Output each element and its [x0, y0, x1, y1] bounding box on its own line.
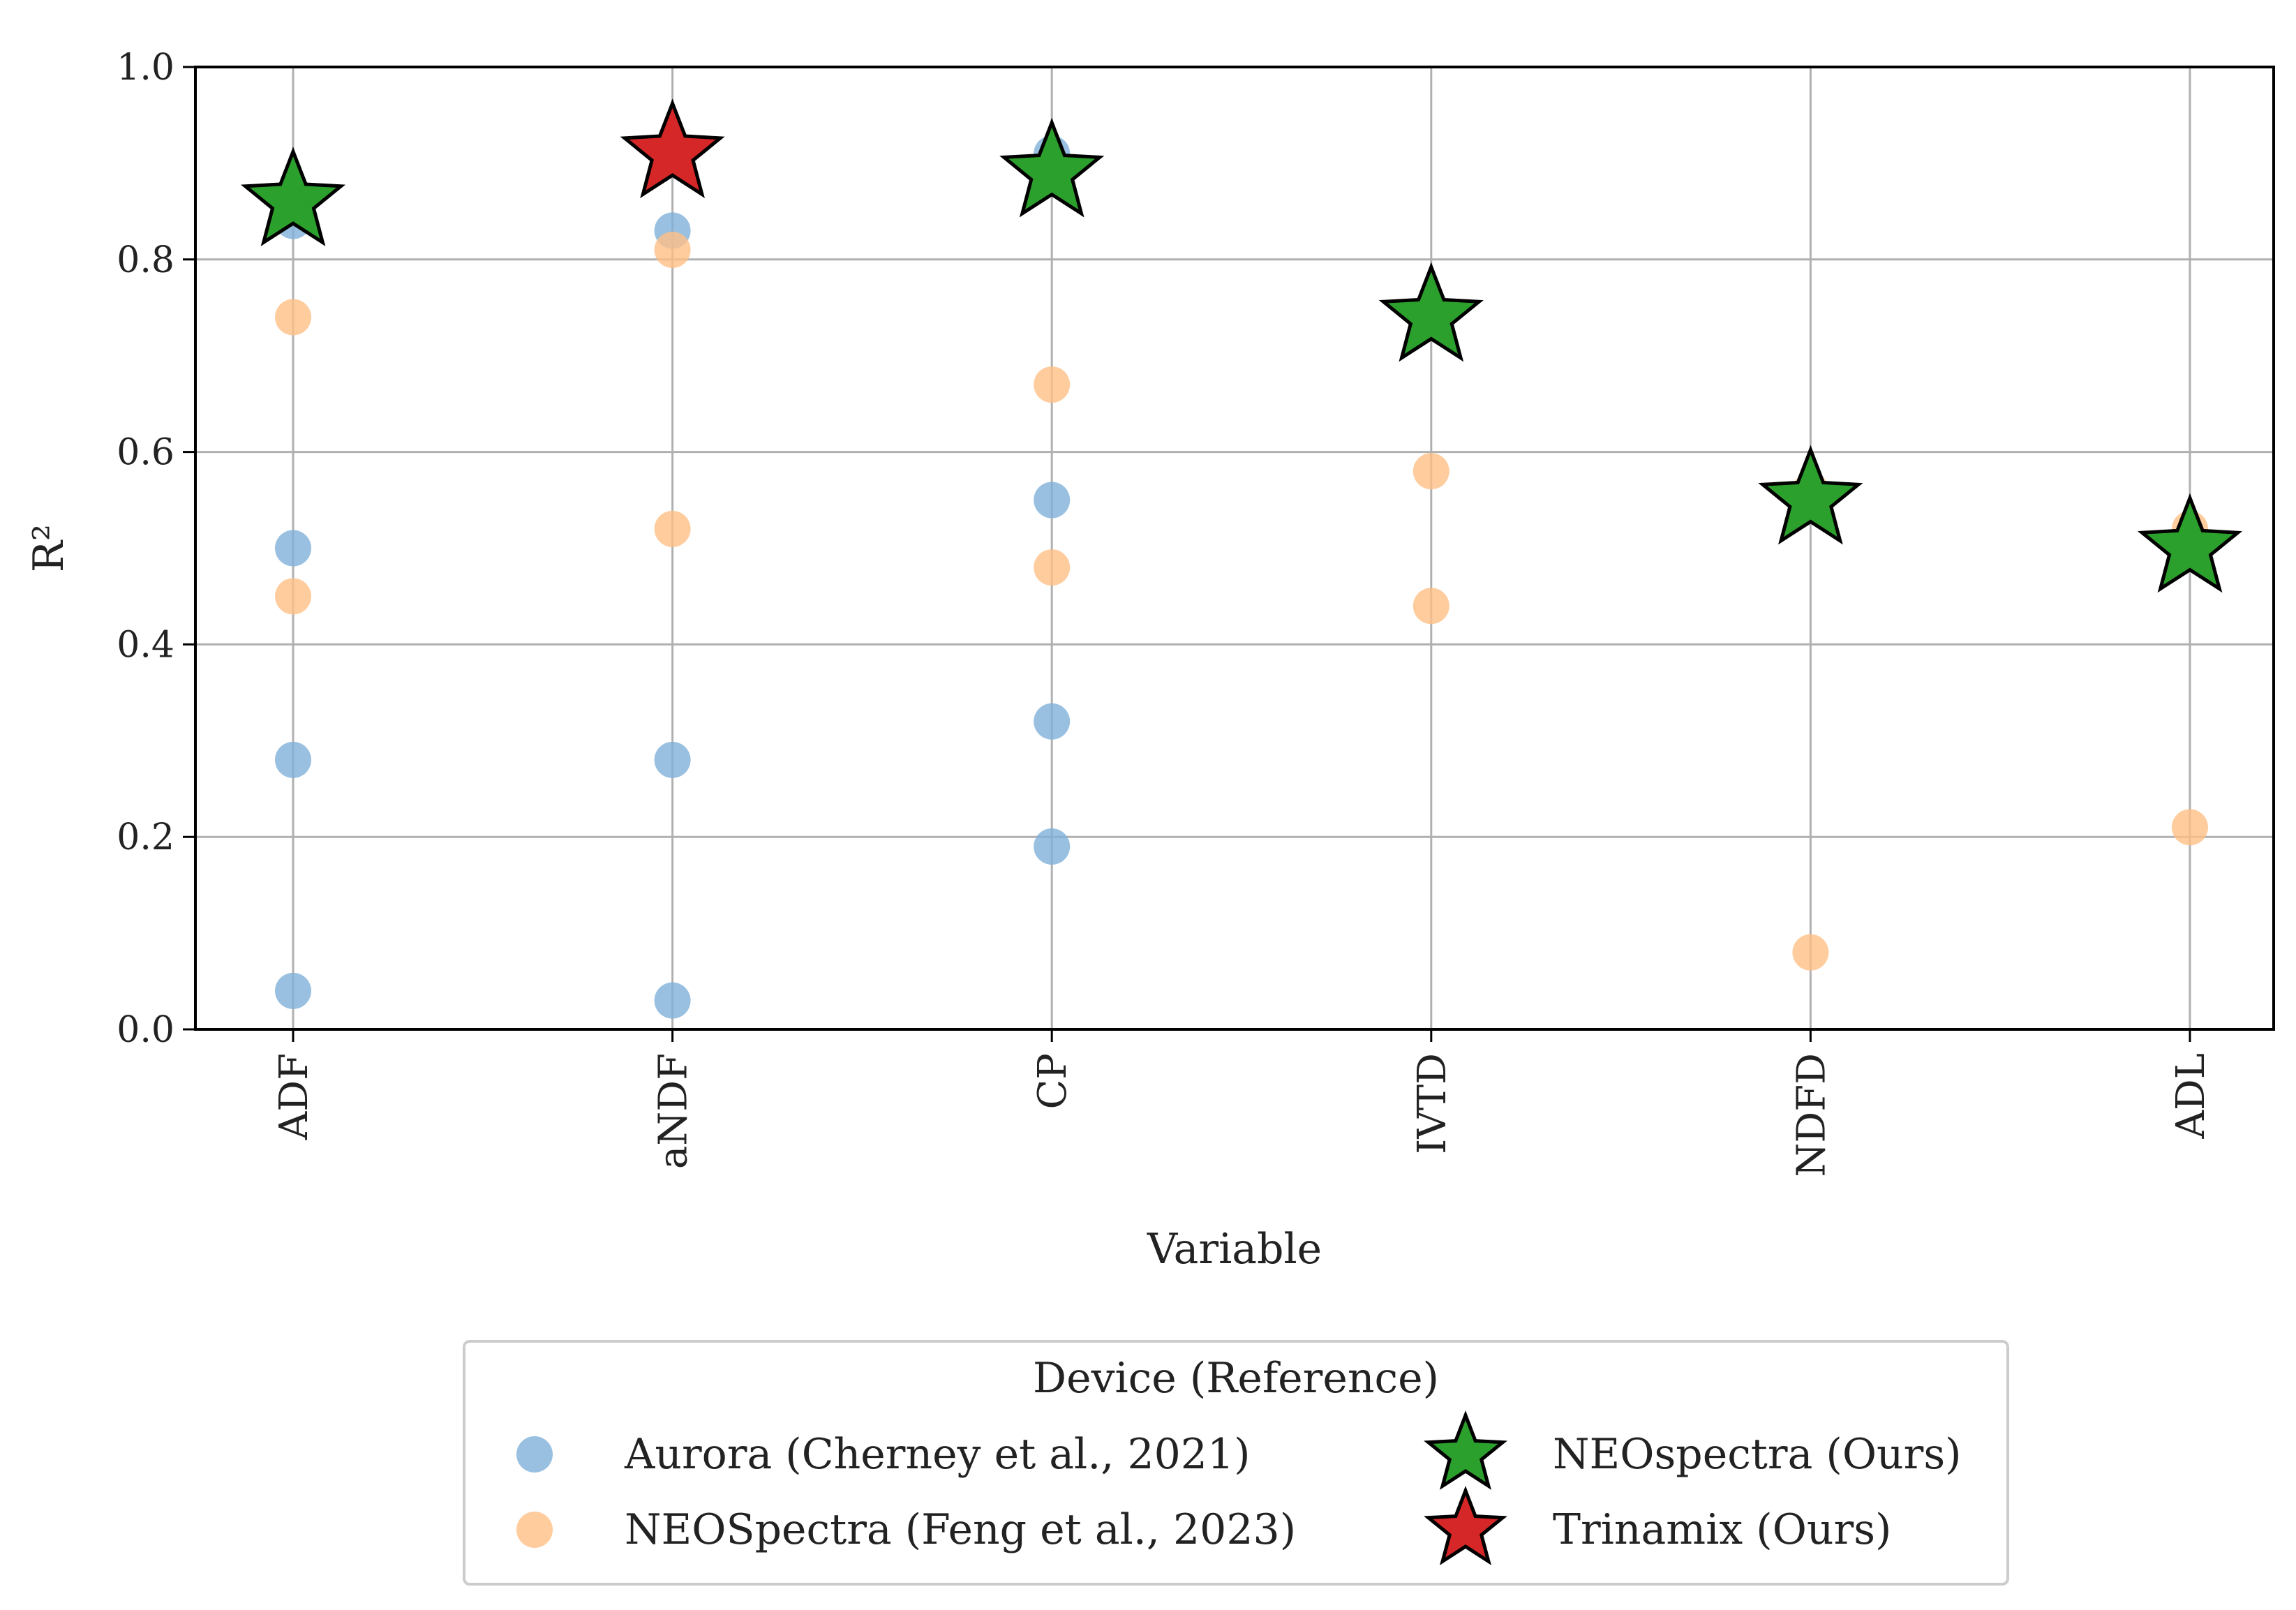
data-point-circle: [1034, 482, 1071, 519]
legend-marker-star: [1424, 1410, 1507, 1490]
data-point-star: [1758, 445, 1863, 545]
data-points: [240, 98, 2243, 1019]
x-tick-label: ADF: [271, 1053, 317, 1140]
x-tick-label: aNDF: [651, 1053, 696, 1169]
y-tick-label: 0.8: [117, 239, 174, 281]
data-point-circle: [1792, 934, 1829, 971]
grid-lines: [195, 66, 2274, 1031]
legend-label: NEOspectra (Ours): [1553, 1430, 1962, 1479]
legend-label: Trinamix (Ours): [1553, 1505, 1891, 1554]
legend-marker-circle: [516, 1512, 553, 1548]
data-point-circle: [275, 530, 311, 567]
data-point-circle: [654, 232, 691, 269]
y-tick-label: 0.6: [117, 432, 174, 474]
y-tick-label: 0.4: [117, 624, 174, 666]
x-tick-label: CP: [1030, 1053, 1075, 1110]
legend-title: Device (Reference): [1033, 1354, 1439, 1403]
legend: Device (Reference) Aurora (Cherney et al…: [463, 1340, 2009, 1586]
data-point-circle: [654, 510, 691, 547]
data-point-circle: [1034, 366, 1071, 403]
data-point-circle: [654, 982, 691, 1019]
y-axis-label: R²: [24, 524, 73, 572]
legend-marker-star: [1424, 1486, 1507, 1565]
legend-label: Aurora (Cherney et al., 2021): [624, 1430, 1251, 1479]
data-point-star: [2137, 493, 2243, 593]
plot-frame: [194, 66, 2275, 1031]
x-tick-label: ADL: [2168, 1053, 2214, 1140]
data-point-circle: [1412, 588, 1449, 625]
x-tick-label: IVTD: [1410, 1053, 1455, 1154]
data-point-circle: [275, 741, 311, 778]
y-tick-label: 1.0: [117, 47, 174, 89]
data-point-circle: [2172, 809, 2208, 846]
data-point-circle: [1412, 453, 1449, 490]
data-point-circle: [275, 578, 311, 615]
y-tick-label: 0.2: [117, 817, 174, 858]
data-point-circle: [654, 741, 691, 778]
legend-marker-circle: [516, 1436, 553, 1473]
x-axis-label: Variable: [1147, 1225, 1322, 1274]
data-point-circle: [1034, 703, 1071, 740]
data-point-circle: [1034, 828, 1071, 865]
legend-label: NEOSpectra (Feng et al., 2023): [625, 1505, 1296, 1554]
axis-ticks: 0.0 0.2 0.4 0.6 0.8 1.0 ADF aNDF CP IVTD NDFD ADL: [117, 47, 2214, 1177]
legend-box: [463, 1340, 2009, 1586]
data-point-circle: [275, 972, 311, 1009]
data-point-circle: [1034, 549, 1071, 586]
data-point-circle: [275, 299, 311, 336]
y-tick-label: 0.0: [117, 1009, 174, 1051]
data-point-star: [1378, 262, 1484, 362]
x-tick-label: NDFD: [1789, 1053, 1834, 1177]
data-point-star: [999, 117, 1105, 218]
data-point-star: [240, 147, 346, 246]
data-point-star: [620, 98, 725, 198]
